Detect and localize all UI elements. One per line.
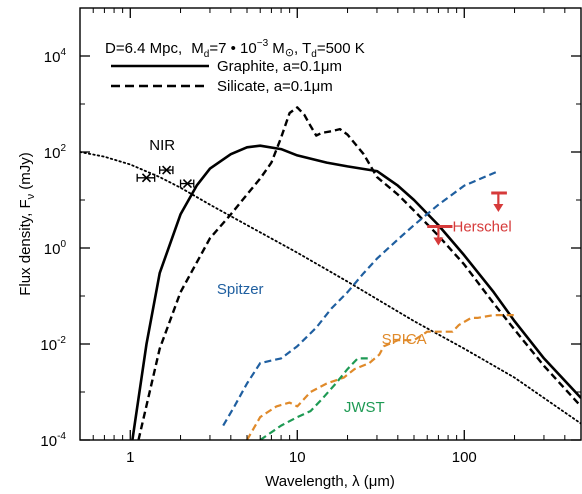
x-tick-label: 1 — [126, 449, 134, 466]
y-tick-label: 10-4 — [40, 431, 66, 450]
y-tick-label: 10-2 — [40, 335, 66, 354]
series-spica-line — [246, 314, 515, 440]
curves-layer — [80, 106, 581, 440]
annotation-spica: SPICA — [382, 331, 427, 348]
nir-data-point — [136, 173, 156, 183]
legend-label-silicate: Silicate, a=0.1μm — [217, 78, 333, 95]
x-tick-label: 10 — [289, 449, 306, 466]
series-graphite-a-0-1-m-line — [131, 144, 581, 440]
y-tick-label: 100 — [44, 239, 67, 258]
series-spitzer-line — [222, 170, 499, 427]
nir-data-point — [159, 165, 174, 175]
y-tick-label: 104 — [44, 47, 67, 66]
annotation-herschel: Herschel — [452, 219, 511, 236]
series-power-law-line — [80, 151, 581, 425]
labels-layer: 1 10 100 10-4 10-2 100 102 104 NIR Herschel Spitze… — [40, 47, 511, 466]
markers-layer — [136, 165, 507, 246]
herschel-upper-limit — [427, 225, 453, 246]
nir-data-point — [179, 178, 195, 189]
y-axis-label: Flux density, Fν (mJy) — [17, 152, 37, 296]
axes-layer — [79, 7, 582, 441]
annotation-nir: NIR — [149, 137, 175, 154]
x-axis-label: Wavelength, λ (μm) — [265, 473, 395, 490]
legend: D=6.4 Mpc, Md=7 • 10−3 M⊙, Td=500 K Grap… — [105, 38, 365, 95]
annotation-spitzer: Spitzer — [217, 281, 264, 298]
y-tick-label: 102 — [44, 143, 67, 162]
plot-frame — [79, 7, 582, 441]
series-jwst-line — [259, 357, 372, 440]
chart-title: D=6.4 Mpc, Md=7 • 10−3 M⊙, Td=500 K — [105, 38, 365, 60]
x-tick-label: 100 — [452, 449, 477, 466]
herschel-upper-limit — [491, 191, 507, 212]
series-silicate-a-0-1-m-line — [137, 106, 581, 440]
legend-label-graphite: Graphite, a=0.1μm — [217, 58, 342, 75]
annotation-jwst: JWST — [344, 399, 385, 416]
